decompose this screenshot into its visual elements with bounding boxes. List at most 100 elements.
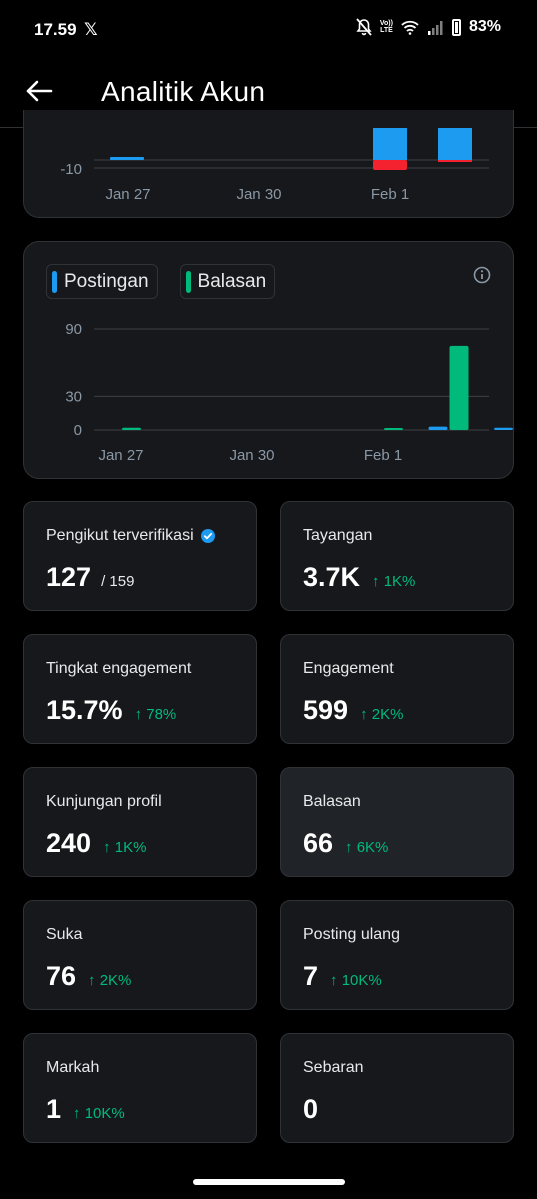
- chart-card-top: -10 Jan 27 Jan 30 Feb 1: [23, 110, 514, 218]
- stat-delta: ↑ 78%: [134, 706, 177, 723]
- stat-card-tayangan[interactable]: Tayangan 3.7K ↑ 1K%: [280, 501, 514, 611]
- y-tick-label: 30: [65, 388, 82, 405]
- stat-label-wrap: Tingkat engagement: [46, 660, 191, 678]
- stat-value-row: 76 ↑ 2K%: [46, 961, 131, 992]
- bar-postingan-jan27: [110, 157, 144, 160]
- stat-value: 1: [46, 1094, 62, 1124]
- arrow-left-icon: [26, 80, 53, 102]
- stat-value-row: 7 ↑ 10K%: [303, 961, 382, 992]
- mute-icon: [356, 18, 372, 36]
- stat-label-wrap: Balasan: [303, 793, 361, 811]
- bar-negative-feb2: [438, 160, 472, 162]
- stat-card-tingkat-engagement[interactable]: Tingkat engagement 15.7% ↑ 78%: [23, 634, 257, 744]
- bar-balasan-5[interactable]: [449, 345, 469, 430]
- stat-label-wrap: Engagement: [303, 660, 394, 678]
- bar-postingan-5[interactable]: [428, 426, 448, 430]
- volte-bottom: LTE: [380, 27, 393, 34]
- stat-label: Engagement: [303, 660, 394, 677]
- stat-value-row: 127 / 159: [46, 562, 134, 593]
- stat-card-kunjungan-profil[interactable]: Kunjungan profil 240 ↑ 1K%: [23, 767, 257, 877]
- stat-label: Tingkat engagement: [46, 660, 192, 677]
- stat-card-suka[interactable]: Suka 76 ↑ 2K%: [23, 900, 257, 1010]
- x-logo-icon: 𝕏: [84, 20, 98, 39]
- legend-label-balasan: Balasan: [197, 270, 267, 292]
- stat-label: Balasan: [303, 793, 361, 810]
- x-tick-label: Feb 1: [371, 186, 409, 203]
- stat-value: 599: [303, 695, 349, 725]
- stat-card-markah[interactable]: Markah 1 ↑ 10K%: [23, 1033, 257, 1143]
- chart-card-replies: Postingan Balasan 90 30 0 Jan 27 Jan 30 Feb …: [23, 241, 514, 479]
- stat-total: / 159: [101, 573, 135, 590]
- legend-label-postingan: Postingan: [64, 270, 149, 292]
- stat-label-wrap: Posting ulang: [303, 926, 400, 944]
- chart-legend: Postingan Balasan: [46, 264, 276, 299]
- bar-postingan-feb2: [438, 128, 472, 160]
- stat-label: Pengikut terverifikasi: [46, 527, 194, 544]
- stat-value: 7: [303, 961, 319, 991]
- back-button[interactable]: [24, 76, 56, 108]
- stat-label: Tayangan: [303, 527, 373, 544]
- volte-top: Vo)): [379, 20, 393, 27]
- y-tick-label: -10: [60, 161, 82, 178]
- stat-label: Kunjungan profil: [46, 793, 162, 810]
- x-tick-label: Jan 27: [105, 186, 150, 203]
- status-icons: Vo)) LTE 83%: [356, 18, 501, 36]
- verified-badge-icon: [200, 529, 215, 543]
- stat-value: 0: [303, 1094, 319, 1124]
- stat-value: 3.7K: [303, 562, 361, 592]
- top-chart-svg: -10 Jan 27 Jan 30 Feb 1: [60, 128, 489, 203]
- bar-balasan-0[interactable]: [122, 427, 141, 430]
- legend-item-balasan[interactable]: Balasan: [179, 264, 276, 299]
- x-tick-label: Feb 1: [364, 447, 402, 464]
- stat-delta: ↑ 2K%: [88, 972, 132, 989]
- legend-swatch-balasan: [185, 270, 191, 293]
- stat-value-row: 1 ↑ 10K%: [46, 1094, 125, 1125]
- stat-label-wrap: Tayangan: [303, 527, 372, 545]
- stat-card-balasan[interactable]: Balasan 66 ↑ 6K%: [280, 767, 514, 877]
- bar-negative-feb1: [373, 160, 407, 170]
- stat-value-row: 0: [303, 1094, 318, 1125]
- stat-delta: ↑ 1K%: [372, 573, 416, 590]
- y-tick-label: 90: [65, 321, 82, 338]
- stat-label-wrap: Suka: [46, 926, 82, 944]
- bar-balasan-4[interactable]: [384, 428, 403, 430]
- legend-swatch-postingan: [52, 270, 57, 293]
- stat-value: 66: [303, 828, 334, 858]
- volte-icon: Vo)) LTE: [380, 20, 393, 34]
- stat-label: Sebaran: [303, 1059, 364, 1076]
- stat-label-wrap: Kunjungan profil: [46, 793, 162, 811]
- stat-value: 127: [46, 562, 92, 592]
- stat-label: Posting ulang: [303, 926, 400, 943]
- home-indicator[interactable]: [193, 1179, 345, 1185]
- stat-value: 76: [46, 961, 77, 991]
- info-icon: [473, 266, 491, 284]
- stat-card-posting-ulang[interactable]: Posting ulang 7 ↑ 10K%: [280, 900, 514, 1010]
- battery-icon: [451, 18, 461, 36]
- stat-card-engagement[interactable]: Engagement 599 ↑ 2K%: [280, 634, 514, 744]
- battery-percent: 83%: [468, 18, 501, 35]
- stat-delta: ↑ 10K%: [73, 1105, 125, 1122]
- y-tick-label: 0: [74, 422, 82, 439]
- stat-label-wrap: Sebaran: [303, 1059, 364, 1077]
- bar-postingan-6[interactable]: [494, 427, 513, 430]
- status-bar: 17.59 𝕏 Vo)) LTE 83%: [0, 0, 537, 60]
- stat-delta: ↑ 10K%: [330, 972, 382, 989]
- stat-label: Suka: [46, 926, 83, 943]
- bar-postingan-feb1: [373, 128, 407, 160]
- stat-value-row: 66 ↑ 6K%: [303, 828, 388, 859]
- x-tick-label: Jan 30: [229, 447, 274, 464]
- stat-delta: ↑ 2K%: [360, 706, 404, 723]
- replies-chart-svg: 90 30 0 Jan 27 Jan 30 Feb 1: [65, 321, 513, 464]
- x-tick-label: Jan 27: [98, 447, 143, 464]
- stat-delta: ↑ 1K%: [103, 839, 147, 856]
- info-button[interactable]: [473, 266, 491, 289]
- stat-card-pengikut-terverifikasi[interactable]: Pengikut terverifikasi 127 / 159: [23, 501, 257, 611]
- stat-value-row: 3.7K ↑ 1K%: [303, 562, 415, 593]
- stat-label-wrap: Markah: [46, 1059, 99, 1077]
- page-title: Analitik Akun: [101, 76, 266, 107]
- stat-label: Markah: [46, 1059, 100, 1076]
- stat-delta: ↑ 6K%: [345, 839, 389, 856]
- legend-item-postingan[interactable]: Postingan: [46, 264, 158, 299]
- stat-value: 15.7%: [46, 695, 123, 725]
- stat-card-sebaran[interactable]: Sebaran 0: [280, 1033, 514, 1143]
